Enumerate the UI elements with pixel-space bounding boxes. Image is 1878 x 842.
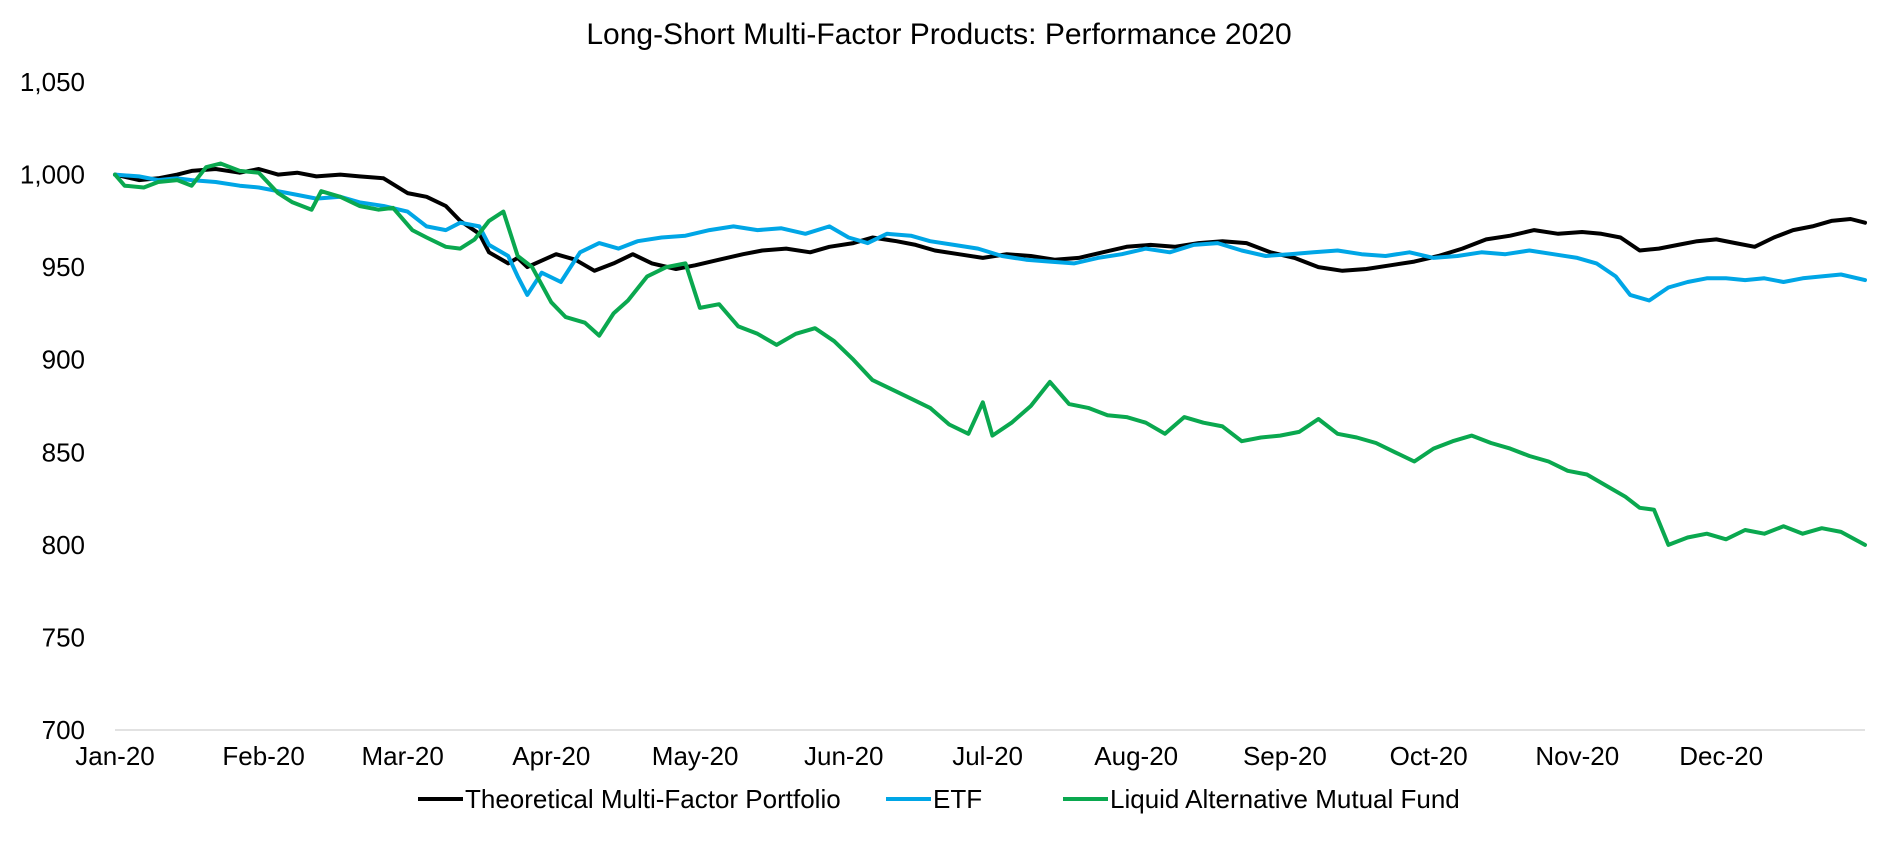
x-tick-label: May-20 [652,741,739,771]
legend-label: ETF [933,784,982,814]
x-tick-label: Jun-20 [804,741,884,771]
chart-title: Long-Short Multi-Factor Products: Perfor… [586,18,1291,51]
legend-label: Liquid Alternative Mutual Fund [1110,784,1460,814]
x-tick-label: Aug-20 [1094,741,1178,771]
x-tick-label: Apr-20 [512,741,590,771]
x-tick-label: Feb-20 [222,741,304,771]
x-tick-label: Jan-20 [75,741,155,771]
series-line [113,167,1867,273]
series-lines [113,161,1867,547]
y-axis: 700 750 800 850 900 950 1,000 1,050 [20,67,85,745]
legend: Theoretical Multi-Factor Portfolio ETF Liq… [418,784,1460,814]
x-axis: Jan-20 Feb-20 Mar-20 Apr-20 May-20 Jun-20 Jul-… [75,729,1865,771]
y-tick-label: 900 [42,345,85,375]
y-tick-label: 1,050 [20,67,85,97]
x-tick-label: Mar-20 [361,741,443,771]
y-tick-label: 800 [42,530,85,560]
legend-label: Theoretical Multi-Factor Portfolio [465,784,841,814]
x-tick-label: Sep-20 [1243,741,1327,771]
x-tick-label: Oct-20 [1390,741,1468,771]
x-tick-label: Nov-20 [1535,741,1619,771]
y-tick-label: 750 [42,622,85,652]
y-tick-label: 1,000 [20,160,85,190]
series-line [113,161,1867,547]
x-tick-label: Jul-20 [952,741,1023,771]
y-tick-label: 850 [42,437,85,467]
x-tick-label: Dec-20 [1679,741,1763,771]
series-line [113,172,1867,303]
y-tick-label: 700 [42,715,85,745]
y-tick-label: 950 [42,252,85,282]
